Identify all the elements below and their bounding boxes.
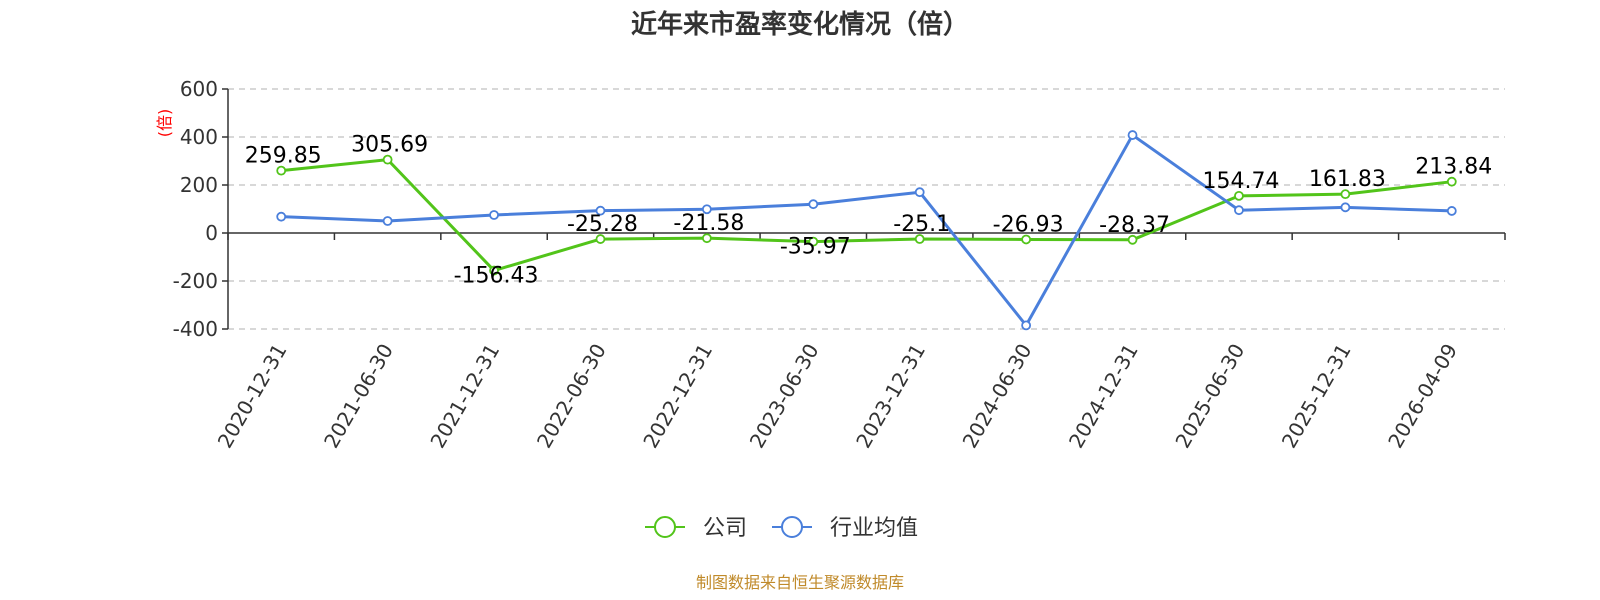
data-point xyxy=(1340,189,1351,200)
data-source-note: 制图数据来自恒生聚源数据库 xyxy=(696,573,904,592)
data-label: 259.85 xyxy=(245,144,322,169)
legend-marker xyxy=(781,516,803,538)
y-tick-label: 600 xyxy=(180,77,218,101)
data-point xyxy=(1127,234,1138,245)
data-label: 305.69 xyxy=(351,133,428,158)
x-tick-label: 2026-04-09 xyxy=(1383,340,1462,453)
y-tick-label: -200 xyxy=(173,269,218,293)
data-point xyxy=(1021,320,1032,331)
y-tick-label: -400 xyxy=(173,317,218,341)
series-line-1 xyxy=(281,133,1452,327)
x-tick-label: 2023-12-31 xyxy=(851,339,930,452)
y-tick-label: 400 xyxy=(180,125,218,149)
data-point xyxy=(1234,190,1244,201)
x-tick-label: 2021-12-31 xyxy=(425,339,504,452)
data-point xyxy=(595,205,606,216)
x-tick-label: 2022-06-30 xyxy=(532,340,611,453)
data-point xyxy=(382,154,393,165)
data-point xyxy=(914,187,925,198)
data-label: -26.93 xyxy=(993,212,1064,237)
data-point xyxy=(276,165,287,176)
chart-title: 近年来市盈率变化情况（倍） xyxy=(631,9,969,40)
data-point xyxy=(1340,202,1351,213)
y-tick-label: 200 xyxy=(180,173,218,197)
series-lines xyxy=(276,130,1457,331)
x-tick-label: 2024-12-31 xyxy=(1064,340,1143,453)
data-point xyxy=(276,211,287,222)
data-point xyxy=(808,199,819,210)
data-label: -156.43 xyxy=(454,264,539,289)
data-point xyxy=(701,204,712,215)
data-labels: 259.85 305.69 -156.43 -25.28 -21.58 -35.97 -25… xyxy=(245,133,1493,289)
legend-item-0[interactable]: 公司 xyxy=(645,516,747,541)
x-tick-label: 2025-06-30 xyxy=(1170,340,1249,453)
data-point xyxy=(1234,205,1244,216)
data-point xyxy=(914,234,925,244)
data-label: -25.28 xyxy=(567,212,638,237)
data-label: -28.37 xyxy=(1099,213,1170,238)
x-tick-label: 2025-12-31 xyxy=(1277,340,1356,453)
y-axis-unit-label: (倍) xyxy=(155,109,174,138)
x-tick-label: 2023-06-30 xyxy=(745,340,824,453)
data-label: -35.97 xyxy=(780,235,851,260)
x-tick-label: 2024-06-30 xyxy=(958,340,1037,453)
data-label: -21.58 xyxy=(673,211,744,236)
legend-label: 公司 xyxy=(703,516,747,541)
data-point xyxy=(1021,234,1032,245)
legend-item-1[interactable]: 行业均值 xyxy=(772,516,918,541)
x-tick-label: 2020-12-31 xyxy=(213,340,292,453)
data-point xyxy=(489,265,499,276)
legend-label: 行业均值 xyxy=(830,516,918,541)
data-label: 154.74 xyxy=(1202,169,1279,194)
y-tick-label: 0 xyxy=(205,221,218,245)
data-label: 213.84 xyxy=(1415,155,1492,180)
legend[interactable]: 公司 行业均值 xyxy=(645,516,918,541)
series-line-0 xyxy=(281,158,1452,273)
data-point xyxy=(1127,130,1138,140)
data-point xyxy=(382,216,393,226)
data-point xyxy=(808,236,819,247)
data-label: -25.1 xyxy=(893,212,950,237)
grid-lines xyxy=(228,88,1505,330)
legend-marker xyxy=(654,516,676,538)
data-point xyxy=(1446,176,1457,187)
data-point xyxy=(595,234,606,244)
data-point xyxy=(701,233,712,244)
x-tick-label: 2022-12-31 xyxy=(638,340,717,453)
data-label: 161.83 xyxy=(1309,167,1386,192)
x-tick-label: 2021-06-30 xyxy=(319,340,398,453)
data-point xyxy=(1446,206,1457,216)
data-point xyxy=(489,210,499,220)
